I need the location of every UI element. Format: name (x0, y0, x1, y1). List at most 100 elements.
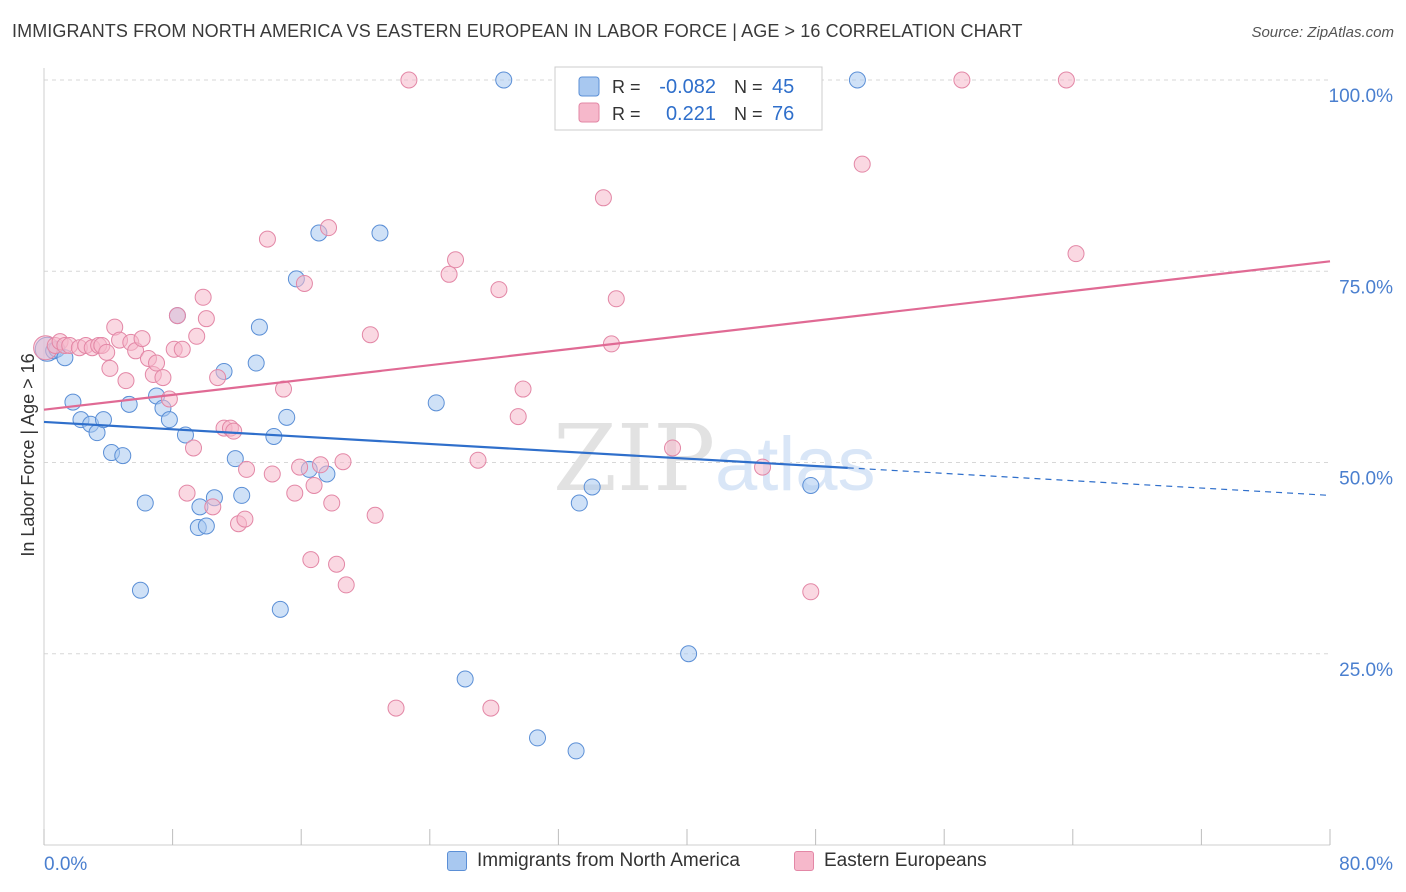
legend-label-north-america: Immigrants from North America (477, 850, 740, 871)
data-point-pink (490, 281, 508, 299)
data-point-blue (160, 411, 178, 429)
data-point-pink (514, 380, 532, 398)
legend-swatch-north-america (447, 851, 467, 871)
data-point-pink (387, 699, 405, 717)
data-point-pink (286, 484, 304, 502)
data-point-pink (295, 274, 313, 292)
data-point-blue (250, 318, 268, 336)
data-point-pink (1057, 71, 1075, 89)
data-point-blue (570, 494, 588, 512)
legend-label-eastern-europeans: Eastern Europeans (824, 850, 987, 871)
legend-r-value-blue: -0.082 (659, 76, 716, 98)
y-tick-label: 100.0% (1329, 86, 1394, 107)
data-point-blue (226, 450, 244, 468)
data-point-pink (302, 551, 320, 569)
data-point-pink (320, 219, 338, 237)
data-point-blue (197, 517, 215, 535)
data-point-blue (680, 645, 698, 663)
data-point-pink (334, 453, 352, 471)
x-tick-label: 0.0% (44, 854, 87, 875)
data-point-pink (664, 439, 682, 457)
data-point-pink (305, 476, 323, 494)
grid-layer (44, 79, 1330, 655)
data-point-pink (311, 456, 329, 474)
legend-r-label-blue: R = (612, 77, 641, 97)
data-point-blue (136, 494, 154, 512)
y-tick-label: 75.0% (1339, 277, 1393, 298)
legend-item-eastern-europeans: Eastern Europeans (794, 850, 987, 872)
data-point-blue (529, 729, 547, 747)
data-point-pink (133, 330, 151, 348)
data-point-pink (160, 390, 178, 408)
data-point-pink (225, 422, 243, 440)
data-point-pink (258, 230, 276, 248)
x-tick-label: 80.0% (1339, 854, 1393, 875)
data-point-pink (168, 307, 186, 325)
data-point-blue (583, 478, 601, 496)
data-point-blue (456, 670, 474, 688)
series-legend: Immigrants from North America Eastern Eu… (0, 850, 1406, 880)
source-label: Source: ZipAtlas.com (1251, 24, 1394, 41)
legend-n-value-blue: 45 (772, 76, 794, 98)
trend-line-blue (43, 420, 848, 469)
data-point-pink (188, 327, 206, 345)
data-point-blue (278, 408, 296, 426)
data-point-pink (469, 451, 487, 469)
data-point-pink (400, 71, 418, 89)
data-point-pink (509, 408, 527, 426)
legend-r-label-pink: R = (612, 104, 641, 124)
data-point-pink (154, 369, 172, 387)
data-point-blue (247, 354, 265, 372)
data-point-pink (594, 189, 612, 207)
data-point-blue (131, 581, 149, 599)
data-point-pink (953, 71, 971, 89)
data-point-pink (173, 340, 191, 358)
data-point-pink (482, 699, 500, 717)
data-point-pink (98, 343, 116, 361)
legend-swatch-blue (578, 76, 600, 97)
data-point-pink (236, 510, 254, 528)
legend-swatch-eastern-europeans (794, 851, 814, 871)
data-point-pink (178, 484, 196, 502)
data-point-pink (1067, 245, 1085, 263)
data-point-pink (754, 458, 772, 476)
data-point-pink (101, 359, 119, 377)
legend-frame (554, 66, 823, 131)
data-point-blue (427, 394, 445, 412)
data-point-pink (291, 458, 309, 476)
legend-n-value-pink: 76 (772, 103, 794, 125)
data-point-pink (802, 583, 820, 601)
data-point-pink (328, 555, 346, 573)
chart-title: IMMIGRANTS FROM NORTH AMERICA VS EASTERN… (12, 21, 1023, 41)
tick-label-layer: 25.0% 50.0% 75.0% 100.0% 0.0% 80.0% (44, 86, 1393, 875)
data-point-blue (495, 71, 513, 89)
data-point-blue (271, 600, 289, 618)
data-point-pink (337, 576, 355, 594)
correlation-legend: R = -0.082 N = 45 R = 0.221 N = 76 (554, 66, 823, 131)
data-point-pink (204, 498, 222, 516)
data-point-pink (184, 439, 202, 457)
trend-layer (43, 260, 1331, 496)
legend-n-label-pink: N = (734, 104, 763, 124)
trend-line-pink (43, 260, 1331, 411)
legend-swatch-pink (578, 102, 600, 123)
data-point-pink (148, 354, 166, 372)
y-axis-label: In Labor Force | Age > 16 (18, 353, 38, 556)
watermark: ZIP atlas (553, 405, 876, 512)
data-point-pink (440, 265, 458, 283)
legend-item-north-america: Immigrants from North America (447, 850, 740, 872)
data-point-pink (238, 460, 256, 478)
data-point-pink (323, 494, 341, 512)
data-point-pink (607, 290, 625, 308)
data-point-pink (263, 465, 281, 483)
data-point-pink (117, 372, 135, 390)
trend-extension-blue (847, 467, 1331, 496)
legend-r-value-pink: 0.221 (666, 103, 716, 125)
y-tick-label: 25.0% (1339, 660, 1393, 681)
data-point-pink (853, 155, 871, 173)
data-point-pink (197, 310, 215, 328)
data-point-pink (366, 506, 384, 524)
y-tick-label: 50.0% (1339, 469, 1393, 490)
points-layer (33, 71, 1085, 760)
